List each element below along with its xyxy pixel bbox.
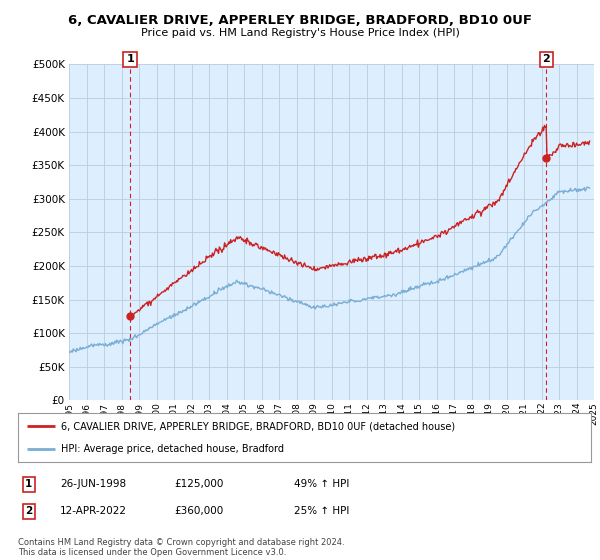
Text: 6, CAVALIER DRIVE, APPERLEY BRIDGE, BRADFORD, BD10 0UF: 6, CAVALIER DRIVE, APPERLEY BRIDGE, BRAD…	[68, 14, 532, 27]
Text: £360,000: £360,000	[174, 506, 223, 516]
Text: £125,000: £125,000	[174, 479, 223, 489]
Text: 12-APR-2022: 12-APR-2022	[60, 506, 127, 516]
Text: Contains HM Land Registry data © Crown copyright and database right 2024.
This d: Contains HM Land Registry data © Crown c…	[18, 538, 344, 557]
Text: 6, CAVALIER DRIVE, APPERLEY BRIDGE, BRADFORD, BD10 0UF (detached house): 6, CAVALIER DRIVE, APPERLEY BRIDGE, BRAD…	[61, 421, 455, 431]
Text: 25% ↑ HPI: 25% ↑ HPI	[294, 506, 349, 516]
Text: Price paid vs. HM Land Registry's House Price Index (HPI): Price paid vs. HM Land Registry's House …	[140, 28, 460, 38]
Text: 1: 1	[25, 479, 32, 489]
Text: 2: 2	[542, 54, 550, 64]
Text: 1: 1	[126, 54, 134, 64]
Text: 49% ↑ HPI: 49% ↑ HPI	[294, 479, 349, 489]
Text: 2: 2	[25, 506, 32, 516]
Text: HPI: Average price, detached house, Bradford: HPI: Average price, detached house, Brad…	[61, 444, 284, 454]
Text: 26-JUN-1998: 26-JUN-1998	[60, 479, 126, 489]
